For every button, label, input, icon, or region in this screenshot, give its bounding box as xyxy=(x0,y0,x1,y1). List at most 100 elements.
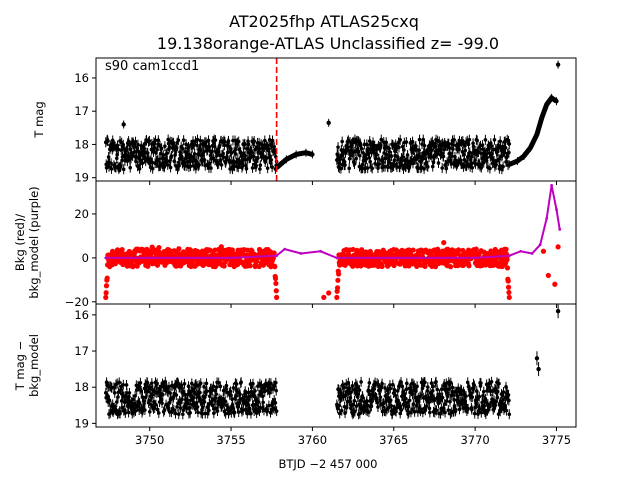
data-point xyxy=(174,393,179,397)
data-point xyxy=(417,137,422,142)
bkg-model-line xyxy=(105,185,561,259)
data-point xyxy=(402,148,406,152)
data-point xyxy=(246,390,251,395)
data-point xyxy=(224,383,229,388)
data-point xyxy=(223,411,228,416)
data-point xyxy=(496,412,501,416)
data-point xyxy=(421,157,425,161)
data-point xyxy=(335,406,340,411)
data-point xyxy=(427,400,431,404)
data-point xyxy=(205,389,209,393)
data-point xyxy=(370,166,375,171)
data-point xyxy=(160,401,164,405)
data-point xyxy=(450,385,455,390)
data-point xyxy=(106,155,111,159)
data-point xyxy=(413,395,417,400)
bkg-point xyxy=(274,294,280,301)
data-point xyxy=(274,409,279,413)
data-point xyxy=(372,143,377,148)
data-point xyxy=(258,163,263,168)
bkg-point xyxy=(504,265,511,271)
data-point xyxy=(462,158,467,162)
data-point xyxy=(116,147,121,152)
bkg-model-point xyxy=(530,252,534,255)
data-point xyxy=(374,152,379,157)
data-point xyxy=(230,167,235,171)
data-point xyxy=(154,402,158,407)
data-point xyxy=(489,144,494,148)
data-point xyxy=(440,166,444,170)
bkg-point xyxy=(473,246,479,252)
data-point xyxy=(223,399,228,403)
bkg-point xyxy=(506,294,512,301)
data-point xyxy=(479,163,484,167)
data-point xyxy=(399,408,404,412)
data-trace xyxy=(508,94,558,167)
data-point xyxy=(127,391,132,395)
data-point xyxy=(262,138,267,143)
data-point xyxy=(555,309,561,314)
bkg-model-point xyxy=(104,256,108,260)
bkg-point xyxy=(505,278,511,284)
data-point xyxy=(466,407,470,411)
data-point xyxy=(155,381,159,386)
data-point xyxy=(243,141,247,146)
data-point xyxy=(470,165,475,170)
y-axis-label: Bkg (red)/bkg_model (purple) xyxy=(13,186,41,298)
y-tick-label: 19 xyxy=(74,416,89,430)
data-point xyxy=(201,405,205,410)
data-point xyxy=(392,387,397,392)
data-point xyxy=(265,409,270,413)
data-point xyxy=(137,401,142,405)
data-point xyxy=(358,153,362,158)
data-point xyxy=(198,381,203,386)
data-point xyxy=(358,398,363,403)
y-tick-label: 16 xyxy=(74,71,89,85)
data-point xyxy=(162,408,167,412)
data-point xyxy=(153,138,158,143)
data-point xyxy=(349,390,354,394)
data-point xyxy=(159,146,164,151)
data-point xyxy=(504,408,509,413)
bkg-point xyxy=(552,281,558,287)
data-point xyxy=(507,142,512,146)
data-point xyxy=(434,408,439,413)
data-point xyxy=(470,407,474,412)
bkg-model-point xyxy=(335,256,339,260)
data-point xyxy=(148,385,153,390)
data-point xyxy=(206,138,211,143)
data-point xyxy=(259,383,264,388)
data-point xyxy=(421,137,426,142)
data-point xyxy=(507,398,511,403)
data-point xyxy=(337,403,342,408)
data-point xyxy=(245,395,249,399)
bkg-model-point xyxy=(558,227,562,231)
x-tick-label: 3775 xyxy=(542,433,571,447)
data-point xyxy=(534,356,540,361)
bkg-model-point xyxy=(507,254,511,258)
data-point xyxy=(343,163,347,167)
data-point xyxy=(464,394,468,398)
bkg-point xyxy=(466,263,472,269)
data-point xyxy=(244,166,249,171)
data-point xyxy=(489,379,494,384)
data-point xyxy=(423,380,427,385)
data-point xyxy=(223,140,227,144)
data-point xyxy=(198,390,202,395)
data-point xyxy=(147,398,151,403)
data-point xyxy=(179,383,184,388)
data-point xyxy=(188,410,192,415)
data-point xyxy=(274,388,279,393)
bkg-point xyxy=(273,288,279,294)
data-point xyxy=(204,381,209,386)
data-point xyxy=(150,381,154,385)
data-point xyxy=(213,138,218,142)
data-point xyxy=(124,383,129,387)
bkg-model-point xyxy=(283,247,287,251)
data-point xyxy=(236,410,241,414)
data-point xyxy=(398,138,403,142)
data-point xyxy=(181,138,186,143)
data-point xyxy=(472,383,477,388)
bkg-model-point xyxy=(319,249,322,253)
data-point xyxy=(359,146,364,151)
